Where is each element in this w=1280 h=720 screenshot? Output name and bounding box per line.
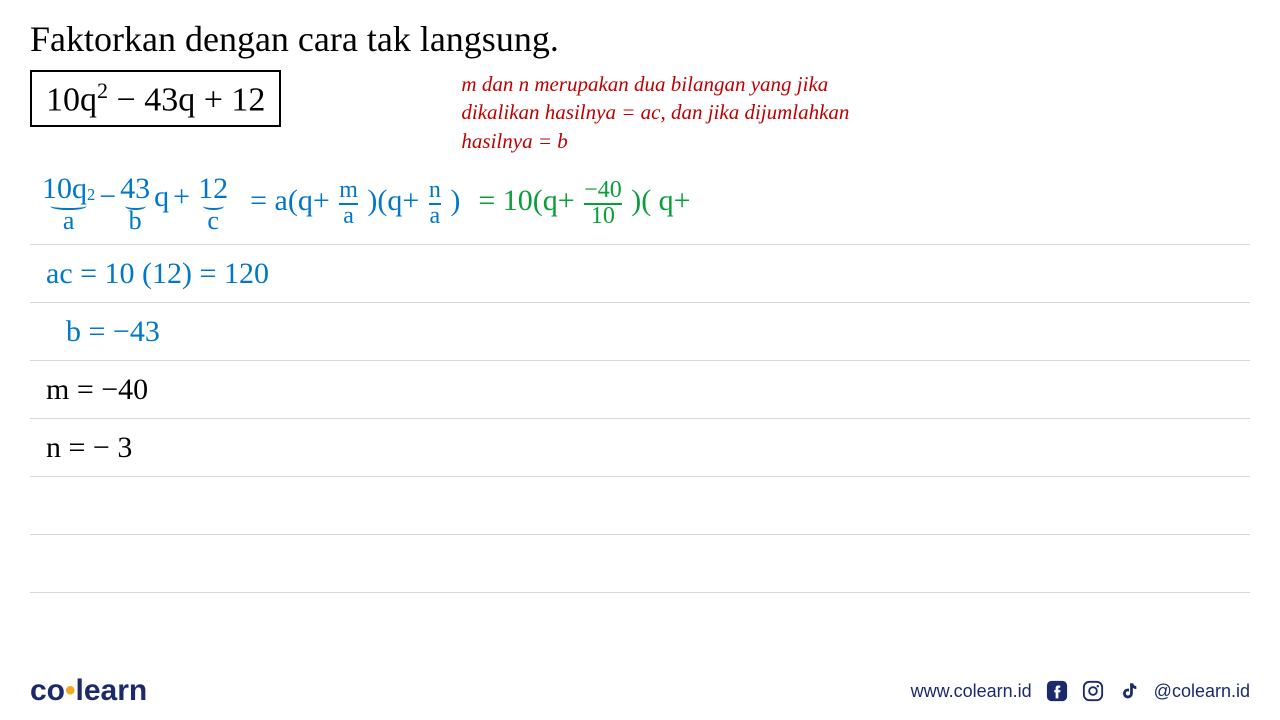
note-line-3: hasilnya = b — [461, 129, 567, 153]
term-a-label: a — [63, 208, 75, 234]
op-minus: − — [99, 174, 116, 214]
frac-n-a: na — [429, 180, 441, 227]
term-b-top: 43 — [120, 174, 150, 204]
header-row: 10q2 − 43q + 12 m dan n merupakan dua bi… — [30, 70, 1250, 155]
term-c: 12 c — [198, 174, 228, 234]
boxed-expression: 10q2 − 43q + 12 — [30, 70, 281, 127]
expr-part-a: 10q — [46, 81, 97, 118]
frac-40-den: 10 — [591, 206, 615, 228]
term-b-label: b — [129, 208, 142, 234]
frac-n-den: a — [430, 206, 441, 228]
hint-note: m dan n merupakan dua bilangan yang jika… — [461, 70, 849, 155]
frac-m-num: m — [339, 180, 358, 202]
term-c-label: c — [207, 208, 219, 234]
formula-part: = a(q+ ma )(q+ na ) — [250, 180, 460, 227]
frac-m-a: ma — [339, 180, 358, 227]
n-value: n = − 3 — [46, 431, 132, 465]
labeled-expression: 10q2 a − 43 b q + 12 c — [38, 174, 232, 234]
logo-learn: learn — [76, 674, 148, 707]
term-a: 10q2 a — [42, 174, 95, 234]
work-line-4: m = −40 — [30, 361, 1250, 419]
formula-between: )(q+ — [367, 184, 419, 218]
work-line-3: b = −43 — [30, 303, 1250, 361]
note-line-1: m dan n merupakan dua bilangan yang jika — [461, 72, 828, 96]
formula-pre: = a(q+ — [250, 184, 330, 218]
footer-right: www.colearn.id @colearn.id — [911, 680, 1250, 702]
work-line-empty-2 — [30, 535, 1250, 593]
brand-logo: co•learn — [30, 674, 147, 708]
sub-post: )( q+ — [631, 184, 690, 218]
note-line-2: dikalikan hasilnya = ac, dan jika dijuml… — [461, 100, 849, 124]
ac-calc: ac = 10 (12) = 120 — [46, 257, 269, 291]
m-value: m = −40 — [46, 373, 148, 407]
footer-handle: @colearn.id — [1154, 681, 1250, 702]
work-line-1: 10q2 a − 43 b q + 12 c = — [30, 163, 1250, 245]
term-b: 43 b — [120, 174, 150, 234]
frac-40-10: −4010 — [584, 180, 622, 227]
frac-n-num: n — [429, 180, 441, 202]
term-a-top: 10q — [42, 174, 87, 204]
tiktok-icon — [1118, 680, 1140, 702]
work-line-2: ac = 10 (12) = 120 — [30, 245, 1250, 303]
sub-pre: = 10(q+ — [478, 184, 574, 218]
worksheet: 10q2 a − 43 b q + 12 c = — [30, 163, 1250, 593]
frac-40-num: −40 — [584, 180, 622, 202]
term-c-top: 12 — [198, 174, 228, 204]
expr-exponent: 2 — [97, 78, 108, 103]
logo-co: co — [30, 674, 65, 707]
term-a-exp: 2 — [87, 187, 95, 204]
facebook-icon — [1046, 680, 1068, 702]
b-value: b = −43 — [66, 315, 160, 349]
footer: co•learn www.colearn.id @colearn.id — [30, 674, 1250, 708]
frac-m-den: a — [343, 206, 354, 228]
page-title: Faktorkan dengan cara tak langsung. — [30, 18, 1250, 60]
expr-part-b: − 43q + 12 — [108, 81, 265, 118]
work-line-empty-1 — [30, 477, 1250, 535]
formula-post: ) — [450, 184, 460, 218]
instagram-icon — [1082, 680, 1104, 702]
footer-url: www.colearn.id — [911, 681, 1032, 702]
op-plus: + — [169, 174, 194, 214]
work-line-5: n = − 3 — [30, 419, 1250, 477]
logo-dot: • — [65, 674, 76, 707]
term-b-suffix: q — [154, 174, 169, 214]
substituted-part: = 10(q+ −4010 )( q+ — [478, 180, 690, 227]
